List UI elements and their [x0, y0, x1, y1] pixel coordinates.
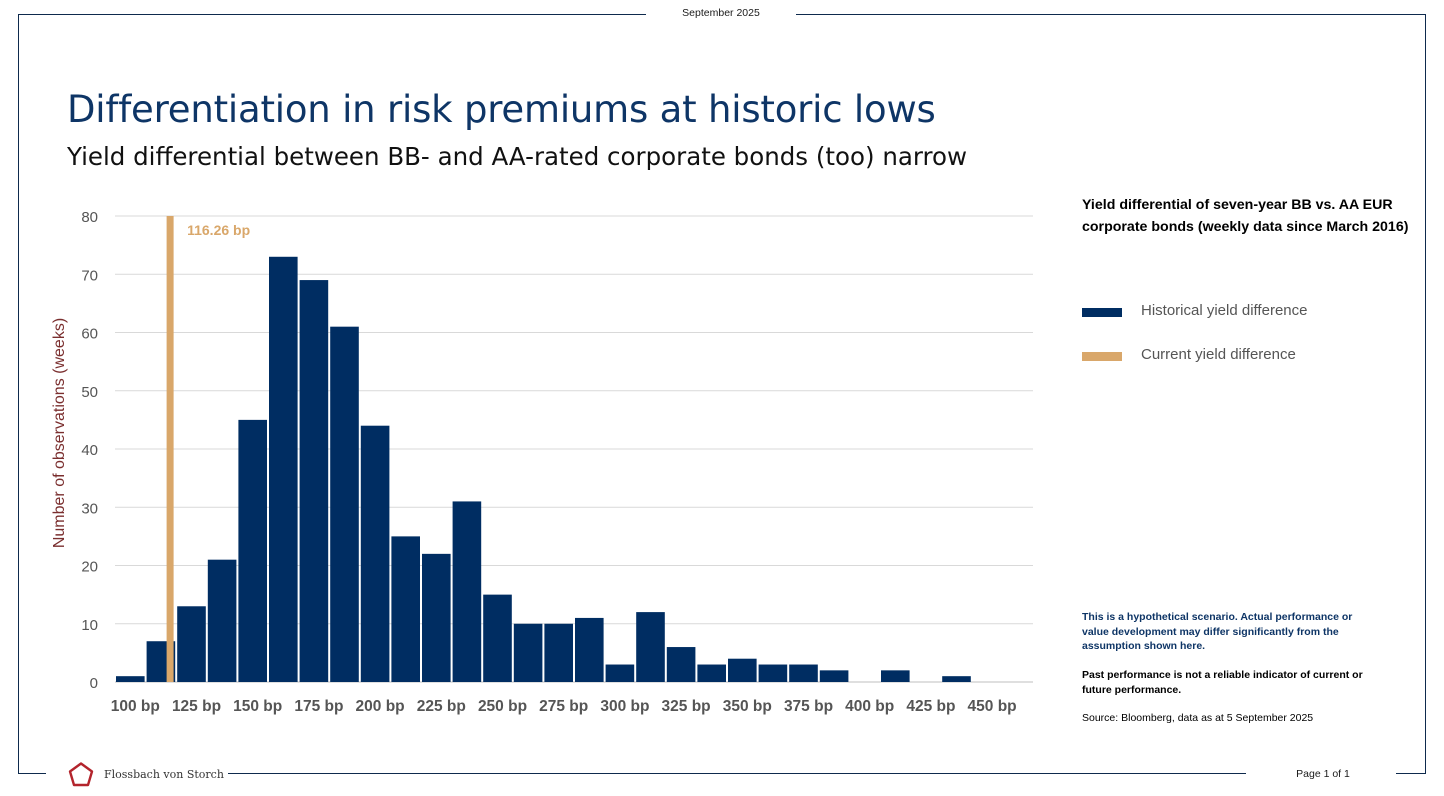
x-tick-label: 200 bp — [356, 698, 405, 715]
chart-description: Yield differential of seven-year BB vs. … — [1082, 197, 1409, 235]
x-tick-label: 300 bp — [600, 698, 649, 715]
histogram-bar — [881, 670, 910, 682]
histogram-bar — [636, 612, 665, 682]
chart-current-marker: 116.26 bp — [166, 216, 250, 682]
chart-y-ticks: 0 10 20 30 40 50 60 70 80 — [81, 209, 98, 692]
x-tick-label: 350 bp — [723, 698, 772, 715]
histogram-bar — [605, 664, 635, 682]
chart-bars — [116, 256, 971, 682]
histogram-bar — [177, 606, 206, 682]
frame-bottom-mid — [228, 773, 1246, 774]
brand-name: Flossbach von Storch — [104, 768, 224, 781]
current-value-label: 116.26 bp — [187, 222, 250, 238]
histogram-chart: 116.26 bp 0 10 20 30 40 50 60 70 80 100 bp 125 bp… — [51, 209, 1033, 715]
disclaimer-hypothetical: This is a hypothetical scenario. Actual … — [1082, 611, 1353, 652]
x-tick-label: 150 bp — [233, 698, 282, 715]
source-note: Source: Bloomberg, data as at 5 Septembe… — [1082, 712, 1314, 724]
disclaimer-past-performance: Past performance is not a reliable indic… — [1082, 669, 1363, 696]
histogram-bar — [207, 559, 237, 682]
histogram-bar — [728, 658, 757, 682]
histogram-bar — [758, 664, 788, 682]
x-tick-label: 400 bp — [845, 698, 894, 715]
histogram-bar — [942, 676, 971, 682]
x-tick-label: 275 bp — [539, 698, 588, 715]
y-tick-label: 0 — [90, 675, 98, 692]
histogram-bar — [360, 425, 390, 682]
frame-right — [1425, 14, 1426, 774]
histogram-bar — [269, 256, 298, 682]
x-tick-label: 375 bp — [784, 698, 833, 715]
histogram-bar — [697, 664, 726, 682]
chart-x-ticks: 100 bp 125 bp 150 bp 175 bp 200 bp 225 bp 250 … — [111, 698, 1017, 715]
frame-bottom-left — [18, 773, 46, 774]
current-value-bar — [166, 216, 174, 682]
histogram-bar — [391, 536, 420, 682]
frame-top-left — [18, 14, 646, 15]
frame-bottom-right — [1396, 773, 1426, 774]
y-tick-label: 50 — [81, 384, 98, 401]
legend-swatch-current — [1082, 352, 1122, 361]
chart-gridlines — [115, 215, 1033, 683]
x-tick-label: 125 bp — [172, 698, 221, 715]
legend-label-current: Current yield difference — [1141, 346, 1296, 363]
page-subtitle: Yield differential between BB- and AA-ra… — [67, 142, 968, 171]
histogram-bar — [575, 617, 604, 682]
page-title: Differentiation in risk premiums at hist… — [67, 88, 936, 131]
x-tick-label: 175 bp — [294, 698, 343, 715]
y-axis-label: Number of observations (weeks) — [51, 318, 68, 548]
y-tick-label: 10 — [81, 617, 98, 634]
legend-swatch-historical — [1082, 308, 1122, 317]
y-tick-label: 80 — [81, 209, 98, 226]
histogram-bar — [422, 553, 451, 682]
histogram-bar — [116, 676, 145, 682]
y-tick-label: 70 — [81, 267, 98, 284]
brand-logo-icon — [68, 762, 94, 787]
histogram-bar — [819, 670, 849, 682]
y-tick-label: 60 — [81, 326, 98, 343]
report-date: September 2025 — [682, 7, 760, 19]
x-tick-label: 450 bp — [968, 698, 1017, 715]
histogram-bar — [330, 326, 359, 682]
frame-left — [18, 14, 19, 774]
y-tick-label: 40 — [81, 442, 98, 459]
histogram-bar — [238, 419, 267, 682]
histogram-bar — [299, 280, 329, 682]
histogram-bar — [544, 623, 573, 682]
histogram-bar — [513, 623, 543, 682]
frame-top-right — [796, 14, 1426, 15]
y-tick-label: 30 — [81, 500, 98, 517]
x-tick-label: 225 bp — [417, 698, 466, 715]
histogram-bar — [452, 501, 482, 682]
histogram-bar — [483, 594, 512, 682]
x-tick-label: 325 bp — [662, 698, 711, 715]
x-tick-label: 425 bp — [906, 698, 955, 715]
histogram-bar — [789, 664, 818, 682]
legend-label-historical: Historical yield difference — [1141, 302, 1308, 319]
y-tick-label: 20 — [81, 559, 98, 576]
x-tick-label: 250 bp — [478, 698, 527, 715]
histogram-bar — [666, 647, 696, 682]
page-number: Page 1 of 1 — [1296, 768, 1350, 780]
x-tick-label: 100 bp — [111, 698, 160, 715]
